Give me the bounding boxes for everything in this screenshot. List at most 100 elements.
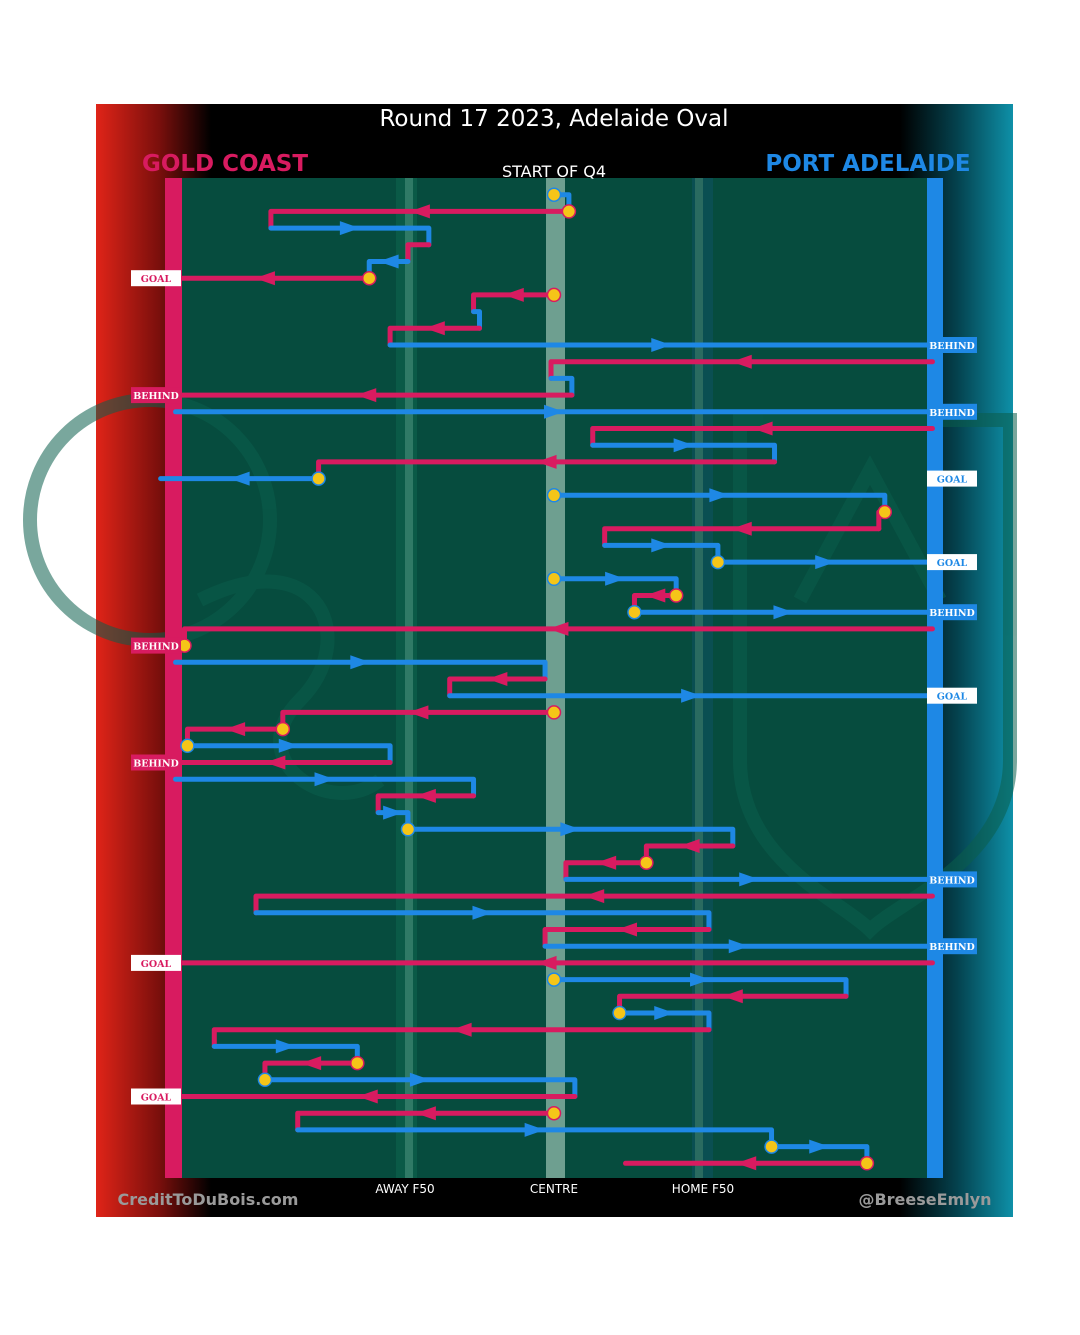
outcome-goal-label: GOAL xyxy=(131,1088,181,1105)
chain-pa-54 xyxy=(257,1072,578,1099)
chain-start-marker xyxy=(639,855,654,870)
chain-direction-arrow xyxy=(275,1039,296,1054)
chain-path xyxy=(405,242,432,264)
chain-gc-59 xyxy=(623,1156,875,1171)
chain-path xyxy=(268,225,432,248)
chain-path xyxy=(268,208,572,231)
chain-start-marker xyxy=(546,972,562,987)
team-left-label: GOLD COAST xyxy=(142,151,308,177)
chain-direction-arrow xyxy=(278,738,299,753)
chain-direction-arrow xyxy=(536,454,557,469)
chain-start-marker xyxy=(311,471,326,486)
chain-pa-39 xyxy=(400,822,736,849)
chain-pa-10 xyxy=(387,338,935,352)
chain-pa-8 xyxy=(471,309,482,331)
chain-start-marker xyxy=(710,554,726,570)
chain-start-marker xyxy=(275,721,291,737)
chain-direction-arrow xyxy=(409,204,430,219)
chain-direction-arrow xyxy=(560,822,581,837)
chain-direction-arrow xyxy=(225,722,246,737)
chain-direction-arrow xyxy=(645,588,666,603)
chain-path xyxy=(295,1110,557,1133)
chain-direction-arrow xyxy=(424,321,445,336)
chain-pa-29 xyxy=(173,655,548,682)
outcome-label-box xyxy=(927,604,977,621)
outcome-label-box xyxy=(131,954,181,971)
outcome-label-box xyxy=(131,637,181,654)
credit-right: @BreeseEmlyn xyxy=(858,1190,991,1209)
chain-direction-arrow xyxy=(617,922,638,937)
outcome-label-box xyxy=(927,687,977,704)
chart-title: Round 17 2023, Adelaide Oval xyxy=(379,106,728,132)
gold-coast-goal-bar xyxy=(165,178,182,1178)
outcome-label-text: GOAL xyxy=(141,274,172,285)
outcome-label-text: GOAL xyxy=(141,1093,172,1104)
chain-start-marker xyxy=(764,1139,779,1154)
chain-gc-35 xyxy=(158,755,393,770)
chain-start-marker xyxy=(859,1156,875,1171)
chain-start-marker xyxy=(877,504,893,520)
chain-path xyxy=(542,927,712,949)
chain-path xyxy=(563,860,649,882)
team-right-label: PORT ADELAIDE xyxy=(765,151,970,177)
chain-start-marker xyxy=(627,604,642,620)
chain-gc-37 xyxy=(375,788,477,816)
chain-start-marker xyxy=(668,588,684,603)
chain-direction-arrow xyxy=(301,1056,322,1071)
chain-direction-arrow xyxy=(815,555,836,570)
outcome-label-text: BEHIND xyxy=(929,408,975,419)
chain-direction-arrow xyxy=(709,488,730,503)
outcome-behind-label: BEHIND xyxy=(927,604,977,621)
chain-path xyxy=(253,910,712,932)
chain-path xyxy=(617,1010,712,1033)
outcome-goal-label: GOAL xyxy=(927,554,977,571)
outcome-label-text: BEHIND xyxy=(929,608,975,619)
chain-direction-arrow xyxy=(378,254,399,269)
outcome-label-box xyxy=(131,754,181,771)
outcome-label-text: BEHIND xyxy=(133,391,179,402)
chain-pa-16 xyxy=(590,438,778,465)
chain-pa-48 xyxy=(546,972,849,999)
chain-direction-arrow xyxy=(503,287,524,302)
chain-pa-18 xyxy=(158,471,326,486)
chain-gc-7 xyxy=(471,287,562,315)
chain-pa-42 xyxy=(563,872,935,887)
chain-path xyxy=(590,442,778,465)
tick-away-f50: AWAY F50 xyxy=(375,1182,434,1196)
chain-path xyxy=(447,676,548,699)
chain-pa-50 xyxy=(612,1005,712,1033)
chain-pa-44 xyxy=(253,905,712,932)
chain-start-marker xyxy=(612,1005,627,1021)
chain-gc-55 xyxy=(158,1089,578,1104)
chain-direction-arrow xyxy=(409,1072,430,1087)
chain-gc-4 xyxy=(405,242,432,264)
chain-direction-arrow xyxy=(408,705,429,720)
chain-direction-arrow xyxy=(356,388,377,403)
chain-direction-arrow xyxy=(679,839,700,853)
chain-pa-23 xyxy=(710,554,935,570)
outcome-behind-label: BEHIND xyxy=(131,754,181,771)
chain-gc-21 xyxy=(602,521,882,548)
chain-direction-arrow xyxy=(731,521,752,536)
chain-direction-arrow xyxy=(339,221,360,236)
outcome-label-text: BEHIND xyxy=(133,759,179,770)
period-label: START OF Q4 xyxy=(502,162,606,181)
outcome-goal-label: GOAL xyxy=(927,687,977,704)
chain-path xyxy=(548,359,935,381)
chain-direction-arrow xyxy=(736,1156,757,1171)
outcome-label-box xyxy=(927,554,977,571)
chain-direction-arrow xyxy=(728,939,749,954)
outcome-label-text: GOAL xyxy=(937,692,968,703)
chain-gc-2 xyxy=(268,204,577,231)
outcome-behind-label: BEHIND xyxy=(927,938,977,955)
outcome-label-text: GOAL xyxy=(937,475,968,486)
chain-pa-31 xyxy=(447,688,935,703)
chain-direction-arrow xyxy=(596,855,617,870)
chain-path xyxy=(590,426,935,448)
chain-direction-arrow xyxy=(605,571,626,586)
outcome-label-box xyxy=(927,871,977,888)
chain-direction-arrow xyxy=(773,605,794,620)
chain-gc-56 xyxy=(295,1105,562,1133)
chain-path xyxy=(471,309,482,331)
